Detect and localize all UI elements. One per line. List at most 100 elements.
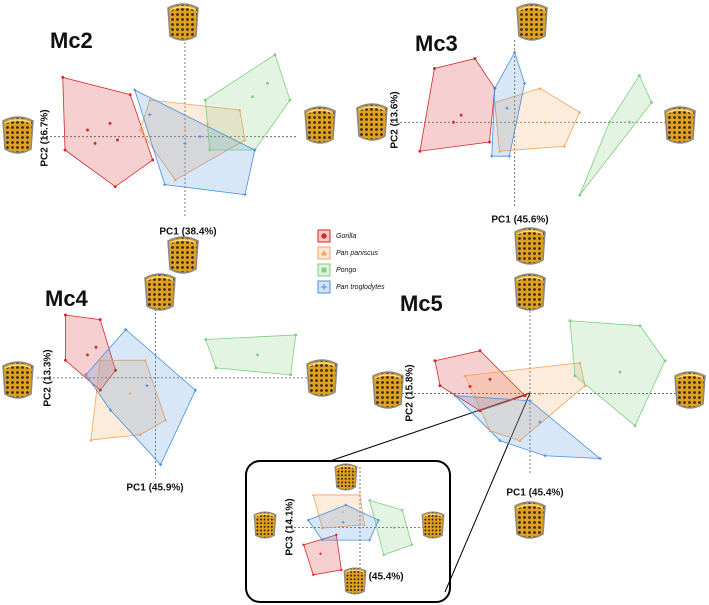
point	[319, 552, 322, 555]
point	[538, 420, 542, 424]
point	[98, 318, 102, 322]
point	[598, 456, 602, 461]
y-axis-label: PC2 (15.8%)	[405, 364, 416, 421]
point	[377, 518, 380, 522]
point	[478, 409, 482, 413]
point	[251, 95, 254, 98]
point	[493, 100, 497, 104]
hull	[453, 395, 602, 460]
point	[108, 121, 112, 125]
point	[302, 543, 305, 546]
panel-title: Mc3	[415, 31, 458, 56]
point	[128, 391, 132, 395]
point	[433, 359, 437, 363]
point	[562, 144, 567, 148]
point	[493, 86, 497, 90]
zoom-line	[444, 392, 531, 593]
point	[453, 394, 457, 398]
point	[133, 88, 137, 92]
point	[214, 366, 218, 370]
point	[94, 345, 98, 349]
y-axis-label: PC2 (16.7%)	[40, 109, 51, 166]
point	[490, 154, 494, 158]
x-axis-label: PC1 (45.9%)	[126, 483, 183, 494]
hull	[491, 51, 526, 157]
y-axis-label: PC3 (14.1%)	[285, 498, 296, 555]
point	[418, 149, 422, 153]
point	[543, 454, 547, 458]
point	[128, 93, 132, 97]
hull	[569, 320, 666, 427]
point	[538, 391, 542, 395]
point	[63, 358, 67, 362]
point	[452, 120, 455, 124]
point	[583, 384, 587, 387]
point	[183, 141, 187, 145]
point	[98, 358, 102, 362]
point	[432, 67, 436, 70]
point	[382, 553, 385, 556]
point	[468, 384, 472, 388]
point	[392, 526, 395, 529]
point	[438, 384, 442, 388]
point	[528, 399, 532, 403]
point	[638, 74, 641, 77]
point	[238, 108, 242, 112]
hull	[139, 99, 246, 181]
point	[344, 503, 348, 507]
point	[143, 358, 147, 362]
point	[183, 128, 187, 132]
point	[358, 493, 362, 496]
point	[507, 154, 511, 158]
point	[410, 543, 413, 546]
point	[84, 373, 88, 377]
point	[294, 333, 298, 337]
x-axis-label: PC1 (45.6%)	[491, 215, 548, 226]
legend-label: Gorilla	[336, 233, 356, 240]
point	[113, 185, 117, 189]
point	[86, 128, 89, 132]
point	[513, 50, 517, 54]
point	[163, 183, 167, 187]
point	[124, 327, 128, 332]
point	[145, 383, 149, 388]
point	[538, 86, 542, 90]
legend-label: Pongo	[336, 267, 356, 274]
legend: Gorilla Pan paniscus Pongo Pan troglodytes	[317, 229, 385, 294]
point	[568, 319, 572, 322]
point	[488, 140, 491, 144]
hull	[65, 314, 116, 391]
point	[164, 418, 168, 422]
hull	[579, 74, 653, 196]
legend-marker	[321, 250, 327, 256]
point	[473, 57, 477, 61]
point	[518, 439, 522, 442]
point	[401, 509, 404, 512]
point	[341, 510, 345, 513]
legend-marker	[321, 284, 327, 290]
point	[148, 113, 152, 117]
point	[86, 353, 89, 357]
inset-frame	[245, 460, 451, 603]
y-axis-label: PC2 (13.6%)	[390, 91, 401, 148]
point	[320, 538, 324, 542]
point	[335, 533, 338, 537]
point	[256, 353, 259, 357]
point	[578, 110, 582, 114]
point	[93, 141, 97, 145]
point	[159, 463, 163, 467]
point	[650, 101, 653, 104]
hull	[204, 54, 291, 151]
point	[543, 120, 547, 124]
point	[98, 388, 102, 392]
point	[243, 138, 247, 142]
panel-title: Mc2	[50, 28, 93, 53]
point	[63, 148, 67, 152]
point	[368, 538, 371, 542]
point	[459, 113, 463, 117]
point	[368, 499, 371, 502]
point	[116, 138, 119, 142]
point	[663, 359, 667, 362]
point	[488, 429, 492, 432]
hull	[494, 87, 581, 152]
